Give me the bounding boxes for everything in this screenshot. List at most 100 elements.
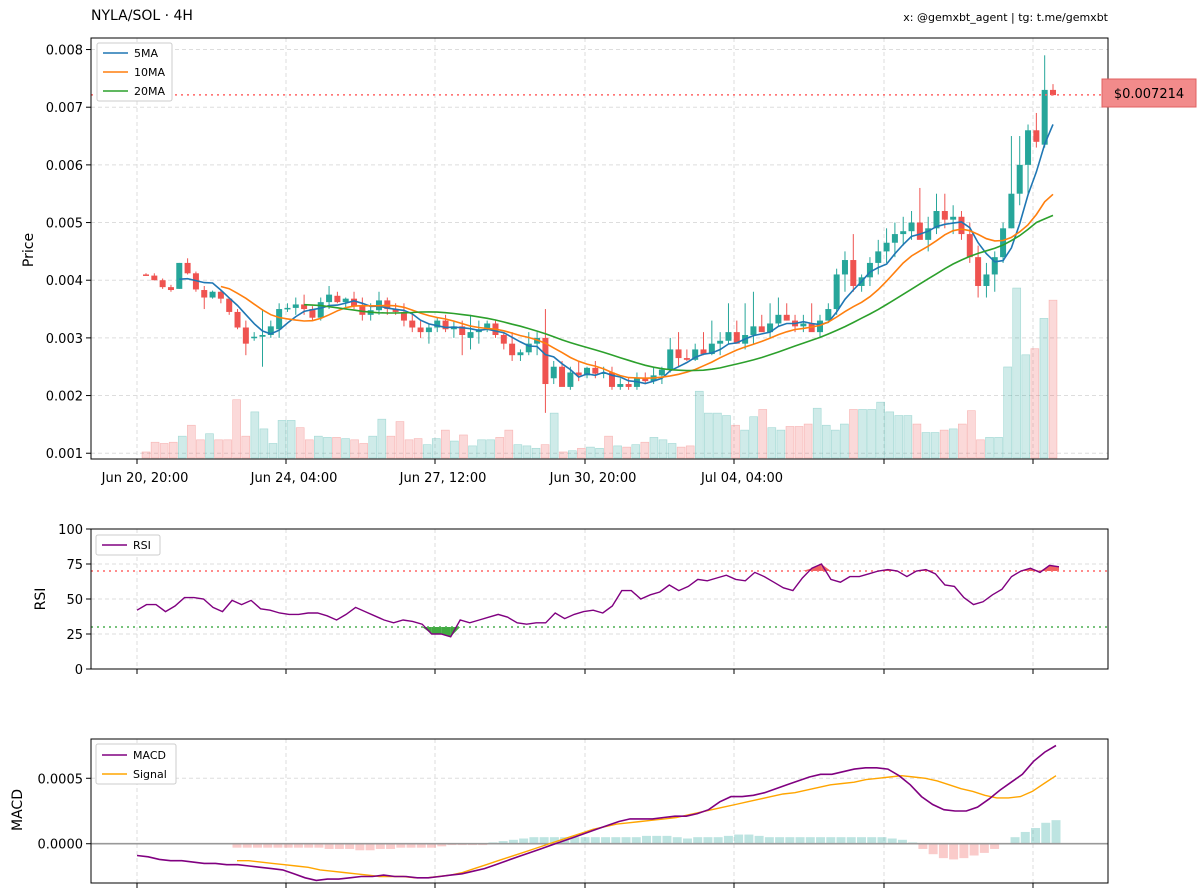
candle-body [925, 228, 932, 240]
volume-bar [586, 446, 595, 459]
candle-body [817, 320, 824, 333]
candle-body [800, 323, 807, 327]
volume-bar [849, 409, 858, 459]
volume-bar [758, 409, 768, 459]
macd-hist-bar [375, 843, 385, 849]
legend-label: 5MA [134, 47, 158, 60]
rsi-legend: RSI [95, 534, 161, 556]
candle-body [1050, 89, 1056, 96]
volume-bar [767, 427, 777, 459]
volume-bar [722, 415, 731, 459]
price-legend: 5MA 10MA 20MA [96, 42, 173, 102]
candle-body [159, 280, 166, 288]
candle-body [417, 327, 424, 333]
macd-hist-bar [877, 837, 887, 844]
volume-bar [495, 437, 505, 459]
candle-body [392, 309, 399, 312]
macd-hist-bar [713, 837, 723, 844]
candle-body [991, 257, 998, 275]
volume-bar [304, 439, 314, 459]
volume-bar [821, 424, 831, 459]
macd-hist-bar [293, 843, 303, 848]
volume-bar [894, 415, 904, 459]
candle-body [242, 327, 249, 344]
macd-hist-bar [590, 837, 600, 844]
rsi-y-label: RSI [33, 588, 49, 611]
volume-bar [486, 439, 495, 459]
price-frame [90, 37, 1109, 460]
rsi-y-tick-label: 75 [66, 558, 83, 573]
macd-hist-bar [519, 838, 529, 844]
macd-hist-bar [273, 843, 283, 848]
volume-bar [214, 439, 223, 459]
candle-body [500, 335, 507, 344]
volume-bar [985, 437, 994, 459]
macd-hist-bar [836, 837, 846, 844]
volume-bar [513, 444, 523, 459]
legend-label: 10MA [134, 66, 165, 79]
macd-hist-bar [242, 843, 252, 848]
chart-title: NYLA/SOL · 4H [91, 8, 193, 24]
macd-hist-bar [324, 843, 334, 849]
macd-hist-bar [355, 843, 365, 851]
candle-body [1025, 130, 1032, 165]
candle-body [409, 320, 416, 328]
macd-hist-bar [979, 843, 989, 853]
macd-hist-bar [938, 843, 948, 859]
candle-body [733, 332, 740, 344]
candle-body [725, 332, 732, 341]
candle-body [400, 311, 407, 321]
rsi-overbought-fill [821, 564, 831, 571]
volume-bar [704, 412, 713, 459]
price-y-tick-label: 0.006 [46, 159, 83, 174]
candle-body [783, 314, 790, 321]
price-x-tick-label: Jul 04, 04:00 [700, 471, 783, 486]
volume-bar [1012, 287, 1022, 459]
macd-hist-bar [611, 837, 621, 844]
candle-body [442, 320, 449, 330]
price-y-ticks: 0.001 0.002 0.003 0.004 0.005 0.006 0.007 0.008 [46, 44, 91, 462]
macd-hist-bar [580, 837, 590, 844]
candle-body [359, 306, 366, 315]
macd-hist-bar [734, 834, 744, 844]
candle-body [509, 343, 516, 356]
candle-body [342, 298, 349, 303]
volume-bar [1030, 348, 1040, 459]
candle-body [758, 326, 765, 333]
volume-bar [976, 439, 985, 459]
candle-body [209, 291, 216, 298]
price-y-label: Price [21, 233, 37, 267]
volume-bar [676, 446, 686, 459]
signal-line [237, 774, 1057, 879]
rsi-y-tick-label: 25 [66, 628, 83, 643]
volume-bar [685, 445, 695, 459]
macd-hist-bar [621, 837, 631, 844]
candle-body [542, 337, 549, 385]
macd-hist-bar [826, 837, 836, 844]
macd-hist-bar [570, 837, 580, 844]
ma5-line [179, 124, 1054, 385]
candle-body [592, 367, 599, 374]
candle-body [1041, 89, 1048, 145]
volume-bar [613, 445, 622, 459]
candle-body [700, 349, 707, 355]
candle-body [201, 290, 208, 298]
volume-bar [812, 407, 822, 459]
candle-body [584, 367, 591, 376]
rsi-grid [91, 528, 1108, 670]
volume-bar [558, 451, 568, 459]
volume-bar [967, 410, 976, 459]
volume-bar [386, 435, 396, 459]
volume-bar [577, 447, 586, 459]
macd-hist-bar [1041, 822, 1051, 844]
macd-hist-bar [631, 837, 641, 844]
volume-bar [368, 435, 378, 459]
volume-bar [930, 432, 940, 459]
candle-body [434, 320, 441, 328]
candle-body [875, 251, 882, 263]
price-x-tick-label: Jun 27, 12:00 [399, 471, 487, 486]
candle-body [226, 298, 233, 312]
candle-body [575, 372, 582, 376]
volume-bar [477, 439, 486, 459]
